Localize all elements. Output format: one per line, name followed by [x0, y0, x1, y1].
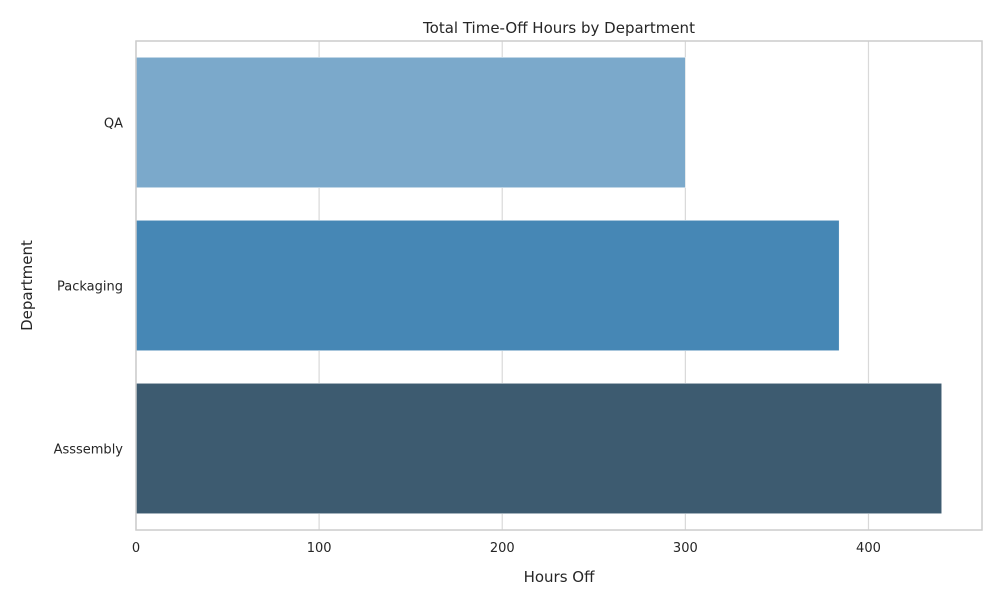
- x-tick-label: 200: [490, 541, 515, 556]
- x-tick-label: 400: [856, 541, 881, 556]
- x-tick-labels: 0 100 200 300 400: [132, 541, 881, 556]
- x-tick-label: 100: [307, 541, 332, 556]
- plot-frame: [135, 40, 983, 531]
- x-tick-label: 0: [132, 541, 140, 556]
- y-tick-labels: QA Packaging Asssembly: [54, 117, 124, 458]
- bar-asssembly: [135, 383, 942, 514]
- y-axis-label: Department: [18, 240, 36, 331]
- y-tick-label: Asssembly: [54, 443, 124, 458]
- bar-packaging: [135, 220, 840, 351]
- y-tick-label: QA: [104, 117, 123, 132]
- bars: [135, 57, 942, 514]
- x-axis-label: Hours Off: [524, 568, 596, 586]
- x-tick-label: 300: [673, 541, 698, 556]
- y-tick-label: Packaging: [57, 280, 123, 295]
- bar-qa: [135, 57, 686, 188]
- chart-title: Total Time-Off Hours by Department: [422, 19, 695, 37]
